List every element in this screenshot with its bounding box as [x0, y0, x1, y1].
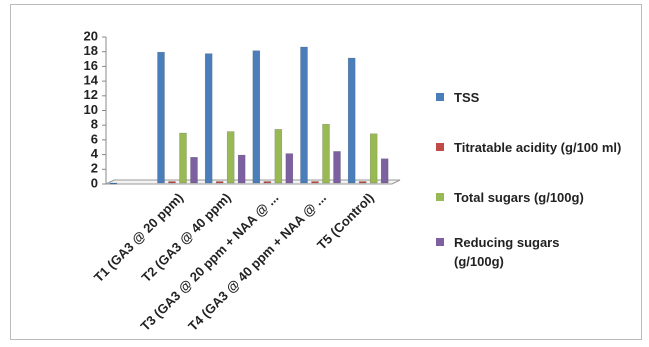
legend-item: Reducing sugars (g/100g) — [436, 233, 604, 271]
x-tick-label: T1 (GA3 @ 20 ppm) — [91, 190, 186, 285]
bar — [215, 181, 224, 184]
bar — [179, 132, 187, 184]
legend-item: Total sugars (g/100g) — [436, 188, 634, 207]
bar — [380, 158, 389, 184]
bar — [358, 181, 367, 184]
bar — [237, 154, 246, 184]
bar — [263, 181, 272, 184]
bar — [204, 53, 213, 184]
legend-swatch — [436, 238, 444, 246]
y-tick-label: 10 — [84, 102, 98, 117]
bar — [168, 181, 176, 184]
legend-item: Titratable acidity (g/100 ml) — [436, 138, 626, 157]
bar — [157, 51, 165, 184]
legend-label: Titratable acidity (g/100 ml) — [454, 140, 622, 155]
y-tick-label: 16 — [84, 58, 98, 73]
y-tick-label: 8 — [91, 117, 98, 132]
y-tick-label: 18 — [84, 43, 98, 58]
bar — [311, 181, 319, 184]
y-tick-label: 2 — [91, 161, 98, 176]
bar — [226, 131, 235, 184]
bar — [333, 151, 341, 184]
y-tick-label: 4 — [91, 146, 99, 161]
bar — [252, 50, 261, 184]
y-tick-label: 20 — [84, 28, 98, 43]
bar — [274, 129, 283, 184]
legend-swatch — [436, 193, 444, 201]
legend-label: Reducing sugars (g/100g) — [454, 235, 560, 269]
bar — [190, 157, 198, 184]
bar — [369, 133, 378, 184]
y-tick-label: 12 — [84, 87, 98, 102]
legend-swatch — [436, 93, 444, 101]
bar — [285, 153, 294, 184]
legend-swatch — [436, 143, 444, 151]
legend-item: TSS — [436, 88, 634, 107]
y-tick-label: 6 — [91, 131, 98, 146]
bar — [347, 57, 356, 184]
y-tick-label: 14 — [84, 73, 99, 88]
bar — [300, 46, 308, 184]
chart-frame — [10, 4, 642, 340]
legend-label: TSS — [454, 90, 480, 105]
y-tick-label: 0 — [91, 175, 98, 190]
bar — [322, 123, 330, 184]
legend-label: Total sugars (g/100g) — [454, 190, 584, 205]
x-tick-label: T2 (GA3 @ 40 ppm) — [139, 190, 234, 285]
bar — [109, 182, 118, 185]
